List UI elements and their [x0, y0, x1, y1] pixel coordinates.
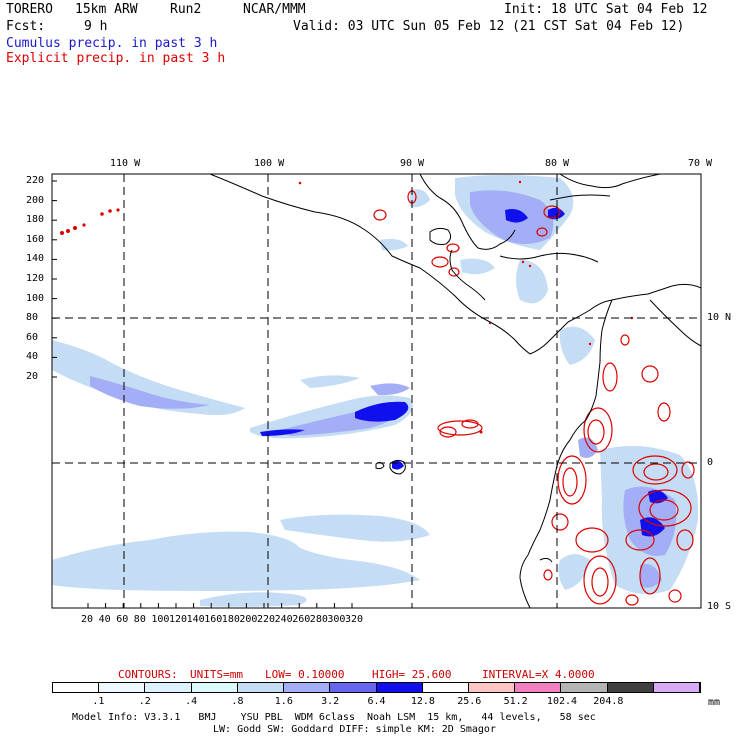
explicit-precip-contours [373, 190, 695, 606]
lat-label-0: 0 [707, 457, 714, 468]
colorbar-label: .4 [185, 696, 198, 707]
colorbar-swatch [99, 683, 146, 692]
y-tick-label: 20 [26, 371, 39, 382]
x-tick-label: 20 [81, 614, 94, 625]
x-tick-label: 140 [186, 614, 205, 625]
colorbar-label: 51.2 [503, 696, 528, 707]
colorbar-swatch [468, 683, 516, 692]
contour-units: UNITS=mm [190, 668, 243, 681]
axis-ticks [52, 180, 353, 608]
colorbar-label: .8 [231, 696, 244, 707]
y-tick-label: 40 [26, 351, 39, 363]
forecast-hour: 9 h [84, 19, 108, 34]
x-tick-label: 280 [309, 614, 328, 625]
lon-label-100w: 100 W [254, 158, 285, 169]
x-tick-label: 300 [327, 614, 346, 625]
y-tick-label: 160 [26, 233, 45, 245]
model-name: TORERO [6, 2, 53, 17]
contour-label: CONTOURS: [118, 668, 178, 681]
x-tick-label: 120 [169, 614, 188, 625]
contour-interval: INTERVAL=X 4.0000 [482, 668, 595, 681]
x-tick-label: 80 [133, 614, 146, 625]
lon-label-90w: 90 W [400, 158, 425, 169]
map-frame [51, 173, 702, 609]
precip-colorbar [52, 682, 701, 693]
y-tick-label: 180 [26, 214, 45, 226]
y-tick-label: 220 [26, 175, 45, 186]
cumulus-precip-heavy [260, 207, 668, 537]
colorbar-label: 102.4 [546, 696, 578, 707]
colorbar-swatch [53, 683, 100, 692]
colorbar-label: 12.8 [410, 696, 435, 707]
y-tick-label: 120 [26, 273, 45, 284]
colorbar-swatch [284, 683, 331, 692]
contour-high: HIGH= 25.600 [372, 668, 452, 681]
x-tick-label: 100 [151, 614, 170, 625]
colorbar-unit: mm [708, 697, 721, 708]
lat-label-10n: 10 N [707, 312, 732, 323]
colorbar-swatch [237, 683, 285, 692]
lon-label-70w: 70 W [688, 158, 713, 169]
colorbar-swatch [653, 683, 701, 692]
colorbar-label: 6.4 [367, 696, 386, 707]
model-info: Model Info: V3.3.1 BMJ YSU PBL WDM 6clas… [72, 712, 596, 723]
x-tick-label: 60 [116, 614, 129, 625]
organization: NCAR/MMM [243, 2, 306, 17]
lat-label-10s: 10 S [707, 601, 732, 612]
explicit-precip-dots [60, 180, 634, 434]
valid-time: Valid: 03 UTC Sun 05 Feb 12 (21 CST Sat … [293, 19, 685, 34]
forecast-label: Fcst: [6, 19, 46, 34]
colorbar-label: 25.6 [457, 696, 482, 707]
colorbar-label: 1.6 [274, 696, 293, 707]
x-tick-label: 40 [98, 614, 111, 625]
x-tick-label: 160 [204, 614, 223, 625]
x-tick-label: 240 [274, 614, 293, 625]
colorbar-swatch [191, 683, 238, 692]
init-time: Init: 18 UTC Sat 04 Feb 12 [504, 2, 708, 17]
colorbar-label: .1 [92, 696, 105, 707]
y-tick-label: 140 [26, 253, 45, 265]
run-label: Run2 [170, 2, 202, 17]
y-tick-label: 100 [26, 292, 45, 304]
explicit-precip-label: Explicit precip. in past 3 h [6, 51, 226, 66]
colorbar-label: .2 [138, 696, 151, 707]
contour-low: LOW= 0.10000 [265, 668, 345, 681]
cumulus-precip-label: Cumulus precip. in past 3 h [6, 36, 218, 51]
colorbar-swatch [561, 683, 608, 692]
model-physics: LW: Godd SW: Goddard DIFF: simple KM: 2D… [213, 724, 496, 735]
colorbar-swatch [515, 683, 562, 692]
lon-label-110w: 110 W [110, 158, 141, 169]
colorbar-swatch [145, 683, 192, 692]
contour-info: CONTOURS: UNITS=mm LOW= 0.10000 HIGH= 25… [0, 668, 740, 746]
lon-label-80w: 80 W [545, 158, 570, 169]
colorbar-label: 3.2 [321, 696, 340, 707]
cumulus-precip-light [52, 175, 699, 607]
y-tick-label: 80 [26, 312, 39, 324]
x-tick-label: 320 [345, 614, 364, 625]
x-tick-label: 220 [257, 614, 276, 625]
lat-lon-grid [52, 174, 701, 608]
y-tick-label: 60 [26, 331, 39, 343]
x-tick-label: 260 [292, 614, 311, 625]
colorbar-label: 204.8 [593, 696, 624, 707]
model-resolution: 15km ARW [75, 2, 138, 17]
colorbar-swatch [376, 683, 423, 692]
coastlines [209, 174, 701, 608]
x-tick-label: 180 [221, 614, 240, 625]
y-tick-label: 200 [26, 194, 45, 206]
colorbar-swatch [330, 683, 377, 692]
x-tick-label: 200 [239, 614, 258, 625]
colorbar-swatch [422, 683, 469, 692]
colorbar-swatch [607, 683, 654, 692]
